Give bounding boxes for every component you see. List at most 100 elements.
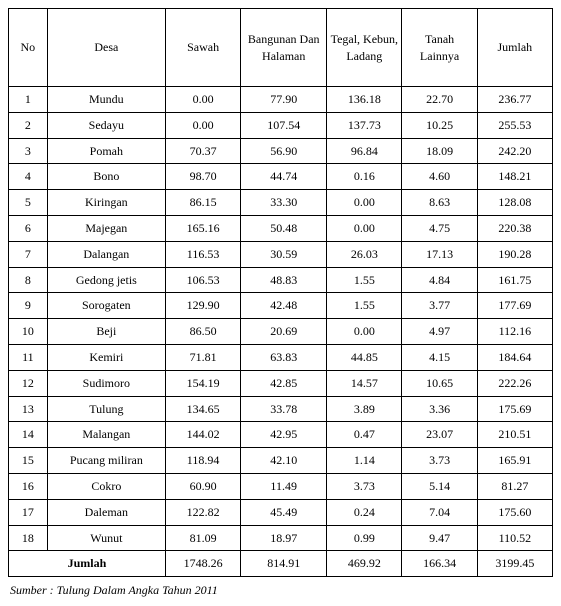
cell-bangunan: 63.83 [241,344,327,370]
cell-jumlah: 242.20 [477,138,552,164]
cell-tanah: 23.07 [402,422,477,448]
cell-bangunan: 42.95 [241,422,327,448]
cell-sawah: 81.09 [165,525,240,551]
cell-tanah: 4.60 [402,164,477,190]
cell-no: 15 [9,448,48,474]
cell-tanah: 22.70 [402,87,477,113]
cell-tegal: 0.47 [327,422,402,448]
cell-no: 9 [9,293,48,319]
source-citation: Sumber : Tulung Dalam Angka Tahun 2011 [8,583,553,598]
cell-tanah: 4.75 [402,215,477,241]
cell-tanah: 9.47 [402,525,477,551]
cell-bangunan: 45.49 [241,499,327,525]
table-row: 14Malangan144.0242.950.4723.07210.51 [9,422,553,448]
cell-sawah: 165.16 [165,215,240,241]
total-sawah: 1748.26 [165,551,240,577]
table-row: 11Kemiri71.8163.8344.854.15184.64 [9,344,553,370]
cell-tegal: 3.73 [327,473,402,499]
cell-tegal: 96.84 [327,138,402,164]
cell-jumlah: 128.08 [477,190,552,216]
cell-tegal: 26.03 [327,241,402,267]
cell-desa: Beji [47,319,165,345]
cell-bangunan: 42.10 [241,448,327,474]
table-body: 1Mundu0.0077.90136.1822.70236.772Sedayu0… [9,87,553,551]
table-row: 12Sudimoro154.1942.8514.5710.65222.26 [9,370,553,396]
table-row: 18Wunut81.0918.970.999.47110.52 [9,525,553,551]
cell-tanah: 3.36 [402,396,477,422]
cell-desa: Mundu [47,87,165,113]
table-total-row: Jumlah 1748.26 814.91 469.92 166.34 3199… [9,551,553,577]
cell-jumlah: 210.51 [477,422,552,448]
table-row: 9Sorogaten129.9042.481.553.77177.69 [9,293,553,319]
cell-no: 11 [9,344,48,370]
cell-jumlah: 112.16 [477,319,552,345]
cell-tanah: 4.84 [402,267,477,293]
table-row: 8Gedong jetis106.5348.831.554.84161.75 [9,267,553,293]
col-header-tanah: Tanah Lainnya [402,9,477,87]
cell-tegal: 0.99 [327,525,402,551]
cell-bangunan: 44.74 [241,164,327,190]
table-row: 5Kiringan86.1533.300.008.63128.08 [9,190,553,216]
table-row: 4Bono98.7044.740.164.60148.21 [9,164,553,190]
cell-desa: Tulung [47,396,165,422]
cell-no: 8 [9,267,48,293]
cell-tegal: 44.85 [327,344,402,370]
cell-tegal: 1.14 [327,448,402,474]
table-row: 10Beji86.5020.690.004.97112.16 [9,319,553,345]
table-row: 13Tulung134.6533.783.893.36175.69 [9,396,553,422]
cell-tanah: 8.63 [402,190,477,216]
cell-sawah: 60.90 [165,473,240,499]
cell-bangunan: 77.90 [241,87,327,113]
table-row: 2Sedayu0.00107.54137.7310.25255.53 [9,112,553,138]
cell-no: 14 [9,422,48,448]
cell-no: 13 [9,396,48,422]
table-row: 6Majegan165.1650.480.004.75220.38 [9,215,553,241]
cell-sawah: 0.00 [165,112,240,138]
cell-sawah: 0.00 [165,87,240,113]
col-header-desa: Desa [47,9,165,87]
cell-no: 12 [9,370,48,396]
table-row: 7Dalangan116.5330.5926.0317.13190.28 [9,241,553,267]
cell-tegal: 1.55 [327,293,402,319]
cell-desa: Bono [47,164,165,190]
cell-jumlah: 175.69 [477,396,552,422]
cell-no: 18 [9,525,48,551]
cell-bangunan: 56.90 [241,138,327,164]
cell-no: 2 [9,112,48,138]
cell-sawah: 129.90 [165,293,240,319]
cell-bangunan: 48.83 [241,267,327,293]
cell-sawah: 154.19 [165,370,240,396]
cell-no: 4 [9,164,48,190]
cell-jumlah: 175.60 [477,499,552,525]
cell-no: 7 [9,241,48,267]
cell-jumlah: 190.28 [477,241,552,267]
total-tanah: 166.34 [402,551,477,577]
cell-sawah: 106.53 [165,267,240,293]
cell-jumlah: 222.26 [477,370,552,396]
total-jumlah: 3199.45 [477,551,552,577]
cell-tanah: 4.97 [402,319,477,345]
cell-jumlah: 110.52 [477,525,552,551]
cell-tanah: 17.13 [402,241,477,267]
cell-jumlah: 177.69 [477,293,552,319]
cell-desa: Dalangan [47,241,165,267]
col-header-bangunan: Bangunan Dan Halaman [241,9,327,87]
cell-desa: Kiringan [47,190,165,216]
cell-jumlah: 220.38 [477,215,552,241]
cell-jumlah: 184.64 [477,344,552,370]
total-label: Jumlah [9,551,166,577]
cell-tanah: 3.73 [402,448,477,474]
cell-no: 6 [9,215,48,241]
cell-sawah: 98.70 [165,164,240,190]
cell-tegal: 136.18 [327,87,402,113]
cell-no: 10 [9,319,48,345]
cell-jumlah: 255.53 [477,112,552,138]
cell-sawah: 118.94 [165,448,240,474]
col-header-tegal: Tegal, Kebun, Ladang [327,9,402,87]
total-tegal: 469.92 [327,551,402,577]
cell-no: 17 [9,499,48,525]
cell-bangunan: 30.59 [241,241,327,267]
cell-jumlah: 161.75 [477,267,552,293]
cell-no: 16 [9,473,48,499]
cell-sawah: 134.65 [165,396,240,422]
